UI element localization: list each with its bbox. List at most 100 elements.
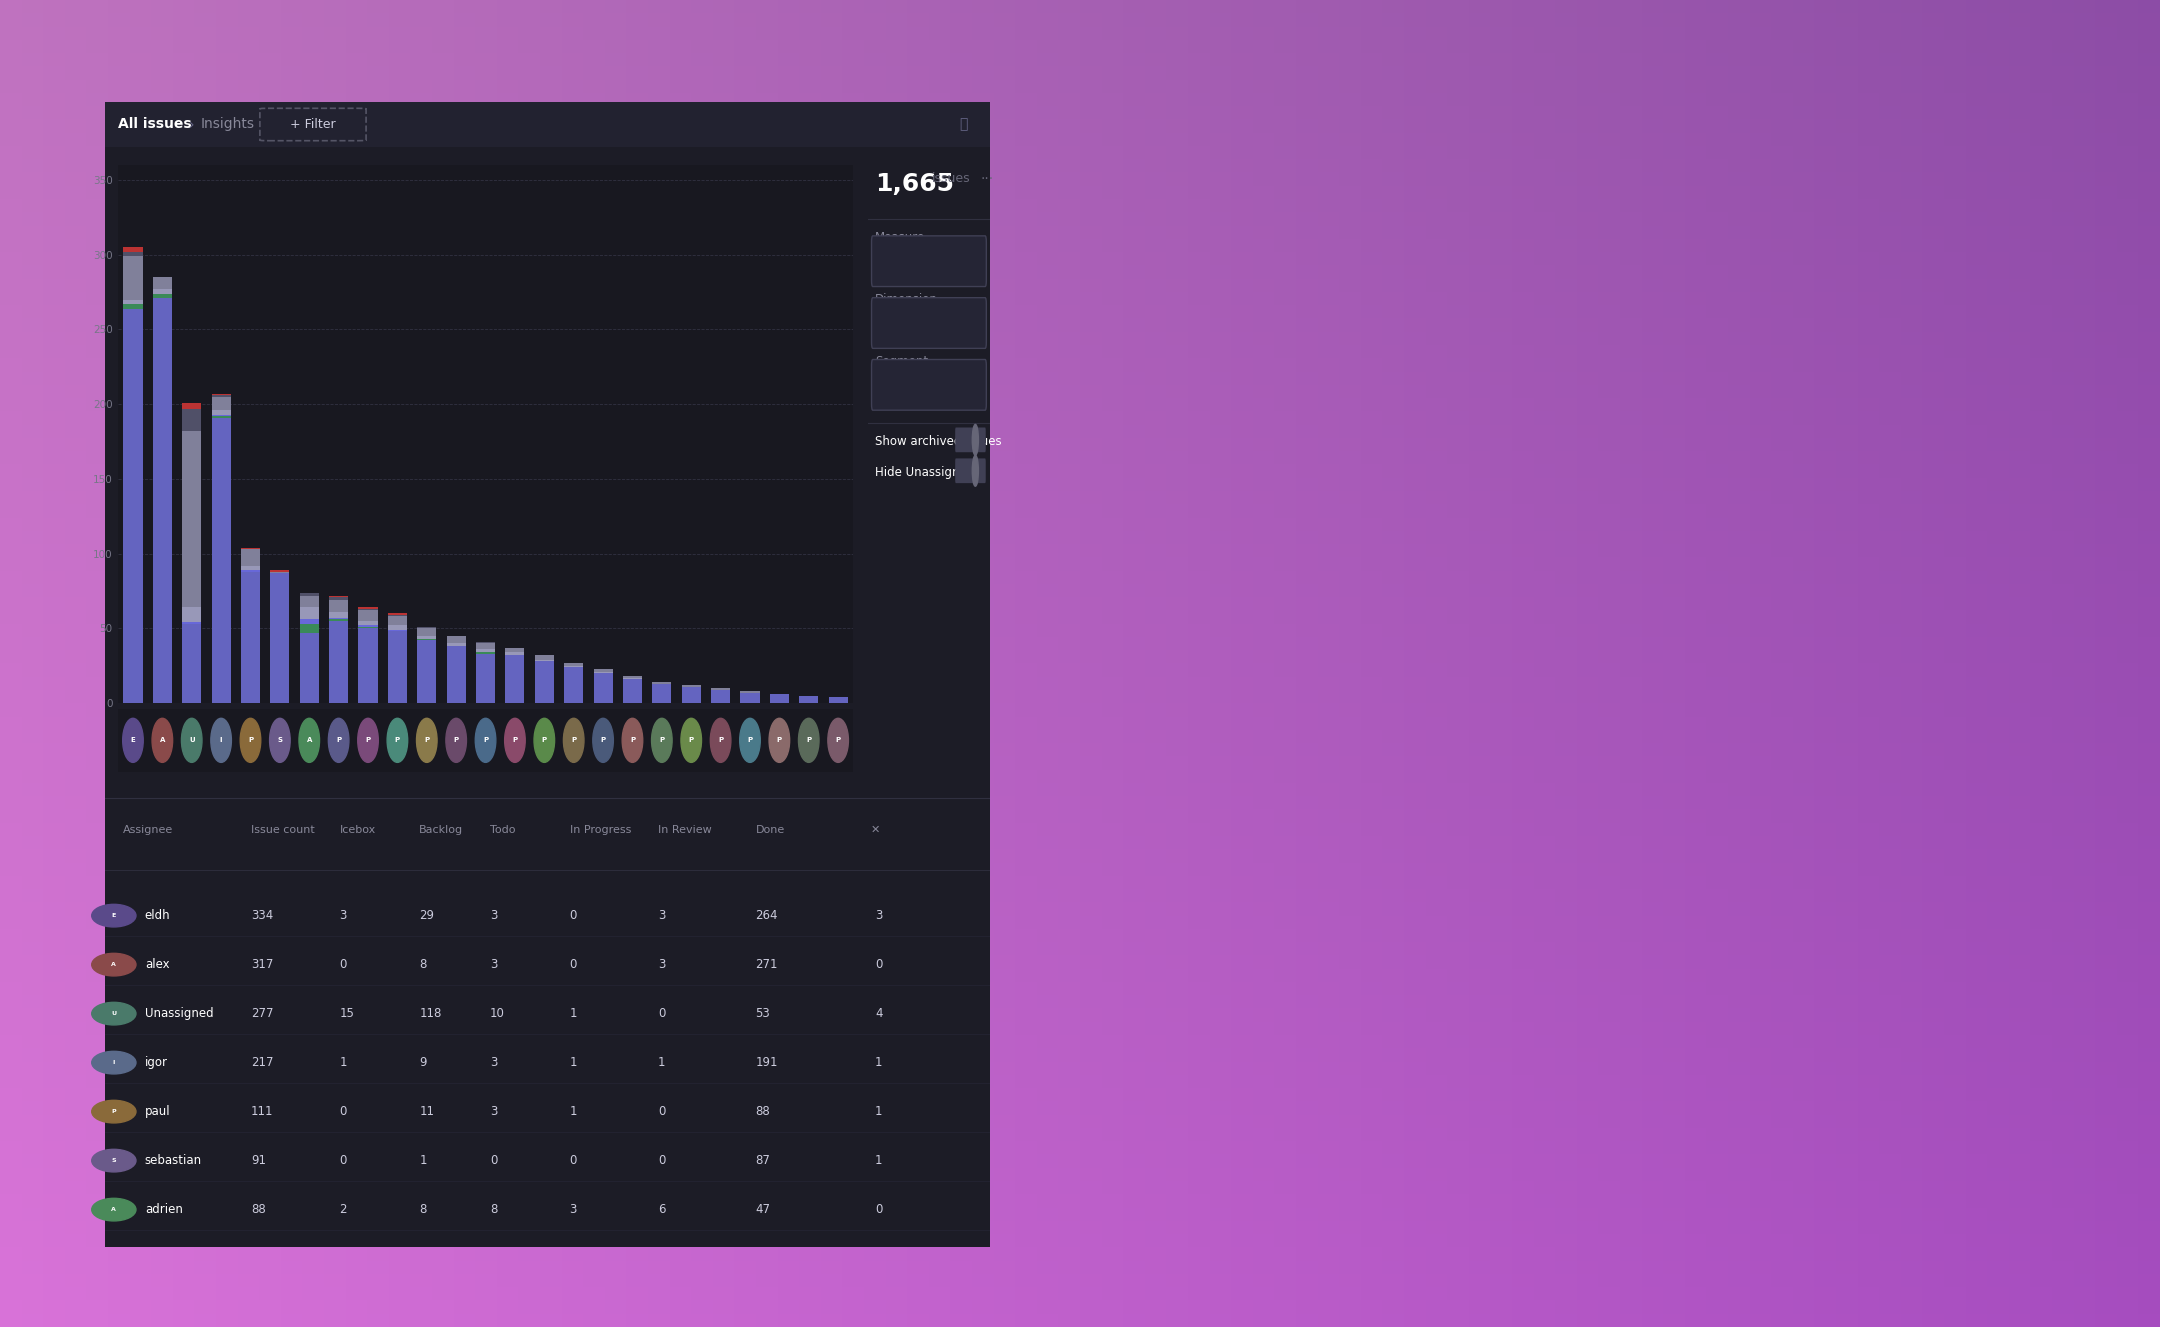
Bar bbox=[594, 673, 613, 703]
Bar bbox=[359, 608, 378, 609]
Bar bbox=[242, 549, 259, 565]
Text: P: P bbox=[836, 738, 840, 743]
Bar bbox=[536, 660, 553, 661]
Text: 15: 15 bbox=[339, 1007, 354, 1020]
Text: P: P bbox=[454, 738, 458, 743]
Text: 0: 0 bbox=[659, 1154, 665, 1168]
Circle shape bbox=[972, 425, 978, 455]
Circle shape bbox=[680, 718, 702, 763]
Bar bbox=[564, 666, 583, 667]
Text: ⤢: ⤢ bbox=[959, 118, 968, 131]
Circle shape bbox=[91, 953, 136, 975]
Bar bbox=[741, 693, 760, 703]
Circle shape bbox=[270, 718, 289, 763]
Circle shape bbox=[91, 1149, 136, 1172]
Circle shape bbox=[564, 718, 583, 763]
Bar bbox=[683, 685, 700, 686]
Bar bbox=[153, 277, 173, 289]
Text: Hide Unassigned: Hide Unassigned bbox=[875, 466, 974, 479]
Bar bbox=[242, 565, 259, 571]
Text: 29: 29 bbox=[419, 909, 434, 922]
Text: 0: 0 bbox=[570, 1154, 577, 1168]
Circle shape bbox=[972, 455, 978, 486]
Bar bbox=[652, 683, 672, 703]
Text: adrien: adrien bbox=[145, 1204, 184, 1216]
Text: P: P bbox=[512, 738, 518, 743]
Circle shape bbox=[91, 1002, 136, 1024]
Text: S: S bbox=[276, 738, 283, 743]
Circle shape bbox=[827, 718, 849, 763]
Circle shape bbox=[711, 718, 730, 763]
Text: 0: 0 bbox=[659, 1105, 665, 1119]
Text: 3: 3 bbox=[490, 958, 497, 971]
Bar bbox=[212, 418, 231, 703]
Text: Todo: Todo bbox=[490, 824, 516, 835]
Bar bbox=[622, 678, 642, 679]
Bar bbox=[242, 571, 259, 572]
Text: In Progress: In Progress bbox=[570, 824, 631, 835]
Circle shape bbox=[652, 718, 672, 763]
Bar bbox=[536, 661, 553, 703]
Text: Dimension: Dimension bbox=[875, 293, 937, 305]
Bar bbox=[447, 636, 467, 644]
Bar bbox=[683, 686, 700, 703]
Bar bbox=[359, 609, 378, 610]
Text: 9: 9 bbox=[419, 1056, 428, 1070]
Bar bbox=[564, 662, 583, 666]
Bar bbox=[123, 256, 143, 300]
Text: P: P bbox=[484, 738, 488, 743]
Text: Measure: Measure bbox=[875, 231, 924, 244]
Text: Issue count: Issue count bbox=[251, 824, 315, 835]
Text: U: U bbox=[112, 1011, 117, 1016]
Text: ✕: ✕ bbox=[870, 824, 879, 835]
Bar bbox=[711, 689, 730, 690]
Bar bbox=[505, 648, 525, 653]
Text: P: P bbox=[806, 738, 812, 743]
Bar bbox=[181, 624, 201, 703]
FancyBboxPatch shape bbox=[955, 458, 985, 483]
Text: 91: 91 bbox=[251, 1154, 266, 1168]
Text: S: S bbox=[112, 1158, 117, 1164]
Bar bbox=[359, 621, 378, 625]
Text: Unassigned: Unassigned bbox=[145, 1007, 214, 1020]
Text: 88: 88 bbox=[251, 1204, 266, 1216]
FancyBboxPatch shape bbox=[870, 297, 987, 349]
Bar bbox=[328, 620, 348, 621]
Circle shape bbox=[592, 718, 613, 763]
Circle shape bbox=[328, 718, 350, 763]
Bar bbox=[799, 695, 819, 703]
Text: P: P bbox=[689, 738, 693, 743]
Text: E: E bbox=[130, 738, 136, 743]
Text: 3: 3 bbox=[875, 909, 881, 922]
Bar bbox=[328, 621, 348, 703]
Text: paul: paul bbox=[145, 1105, 171, 1119]
Bar bbox=[417, 629, 436, 636]
Bar bbox=[359, 625, 378, 626]
Text: P: P bbox=[570, 738, 577, 743]
Circle shape bbox=[387, 718, 408, 763]
Circle shape bbox=[534, 718, 555, 763]
Bar bbox=[300, 596, 320, 608]
Bar bbox=[270, 572, 289, 573]
Circle shape bbox=[91, 904, 136, 928]
Text: Backlog: Backlog bbox=[419, 824, 462, 835]
Text: Status: Status bbox=[879, 378, 918, 391]
Text: 1: 1 bbox=[875, 1154, 883, 1168]
Circle shape bbox=[151, 718, 173, 763]
Text: 3: 3 bbox=[659, 958, 665, 971]
Circle shape bbox=[622, 718, 644, 763]
Bar bbox=[242, 572, 259, 703]
Bar bbox=[652, 682, 672, 683]
Bar bbox=[153, 293, 173, 299]
Bar bbox=[328, 597, 348, 600]
Bar bbox=[389, 617, 406, 625]
Bar bbox=[153, 299, 173, 703]
Circle shape bbox=[298, 718, 320, 763]
Bar bbox=[389, 613, 406, 614]
Text: 10: 10 bbox=[490, 1007, 505, 1020]
Text: 1: 1 bbox=[419, 1154, 428, 1168]
Text: P: P bbox=[112, 1109, 117, 1115]
Text: 1: 1 bbox=[339, 1056, 348, 1070]
Circle shape bbox=[799, 718, 819, 763]
Bar bbox=[270, 571, 289, 572]
